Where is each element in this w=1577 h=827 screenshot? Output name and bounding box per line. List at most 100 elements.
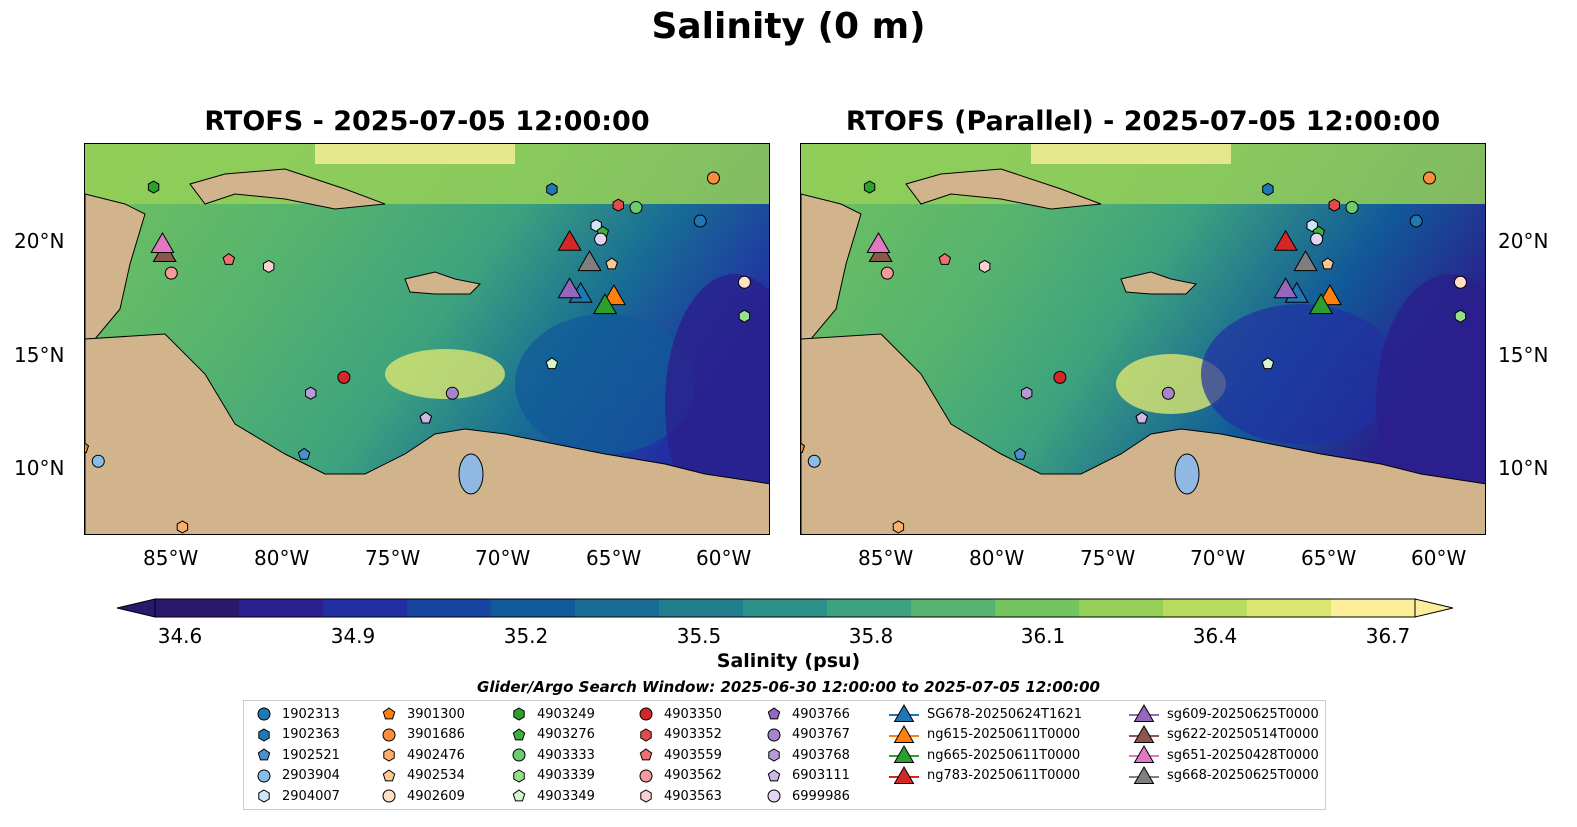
low-salinity-east [665,274,769,534]
legend-item: 4903562 [636,766,722,786]
colorbar-segment [911,599,996,617]
glider-sg609-20250625T0000-marker [557,277,582,299]
lat-tick-label: 10°N [14,456,65,480]
float-1902521-marker [297,447,311,460]
legend-item-label: 4903339 [537,768,595,783]
legend-4903559-swatch [639,748,653,761]
legend-sg668-20250625T0000-swatch [1129,765,1159,784]
legend-3901300-swatch [382,707,396,720]
float-4903333-marker [629,200,643,214]
colorbar-tick-label: 35.5 [676,624,722,648]
legend-4903349-swatch [512,789,526,802]
colorbar-segment [323,599,408,617]
legend-item-label: sg609-20250625T0000 [1167,706,1319,722]
float-4903350-marker [1053,370,1067,384]
land-cuba [189,168,386,210]
colorbar-segment [743,599,828,617]
legend-item-label: 4903767 [792,727,850,742]
legend-item-label: 4903276 [537,727,595,742]
float-4902609-marker [737,275,751,289]
legend-item-label: ng665-20250611T0000 [927,747,1081,763]
float-4903559-marker [938,252,952,265]
legend-item: 4903249 [509,704,595,724]
legend-item-label: 1902313 [282,706,340,722]
glider-ng783-20250611T0000-marker [557,229,582,251]
legend-item: 3901686 [379,725,465,745]
float-4903562-marker [164,266,178,280]
colorbar-segment [1079,599,1164,617]
lon-tick-label: 65°W [586,546,642,570]
salinity-field-bahamas [1031,144,1231,164]
legend-item: SG678-20250624T1621 [889,704,1082,724]
legend-item: sg622-20250514T0000 [1129,724,1319,745]
legend-item: sg651-20250428T0000 [1129,745,1319,765]
legend-4903767-swatch [767,728,781,741]
colorbar [116,598,1454,618]
legend-item-label: 1902521 [282,747,340,763]
colorbar-segment [995,599,1080,617]
legend-4903333-swatch [512,748,526,762]
legend-item: 4903559 [636,745,722,765]
glider-ng665-20250611T0000-marker [1308,293,1334,315]
legend-item-label: 4903766 [792,706,850,722]
colorbar-segment [1331,599,1416,617]
legend-item: 2904007 [254,786,340,806]
legend-4903563-swatch [640,789,652,803]
colorbar-extend-high [1414,598,1454,618]
lon-tick-label: 65°W [1301,546,1357,570]
float-1902313-marker [693,214,707,228]
legend-2904007-swatch [258,789,270,803]
legend-sg622-20250514T0000-swatch [1129,724,1159,743]
legend-item: sg609-20250625T0000 [1129,704,1319,724]
legend-4903339-swatch [513,768,525,783]
legend-4903249-swatch [513,707,525,721]
float-4903563-marker [979,259,991,273]
legend-4902609-swatch [382,789,396,803]
float-3901300-marker [801,442,806,453]
lat-tick-label: 15°N [1498,343,1549,367]
low-salinity-eddy [515,314,695,454]
legend-item-label: 4903563 [664,788,722,804]
colorbar-segment [659,599,744,617]
legend-item: 4903350 [636,704,722,724]
legend-item: 4902476 [379,745,465,765]
legend-4903768-swatch [768,748,780,762]
float-4903767-marker [445,386,459,400]
legend-1902313-swatch [257,707,271,721]
lon-tick-label: 80°W [969,546,1025,570]
colorbar-segment [827,599,912,617]
legend-2903904-swatch [257,769,271,782]
legend-item-label: 4902476 [407,747,465,763]
legend-item-label: ng615-20250611T0000 [927,727,1081,742]
legend-item: 6903111 [764,766,850,786]
legend-item-label: 3901300 [407,706,465,722]
legend-item: 4902609 [379,786,465,806]
legend-item: 4903349 [509,786,595,806]
float-6903111-marker [1135,411,1149,424]
legend-4903562-swatch [639,769,653,782]
legend-item-label: 4903249 [537,706,595,722]
legend-4903350-swatch [639,707,653,721]
float-1902313-marker [1409,214,1423,228]
float-1902363-marker [546,182,558,196]
low-salinity-eddy [1201,304,1401,444]
legend-item: 4903767 [764,725,850,745]
legend-item-label: 4903350 [664,706,722,722]
legend-item: 4903766 [764,704,850,724]
float-2903904-marker [807,454,821,468]
legend-item-label: 4903559 [664,747,722,763]
legend-4902476-swatch [383,748,395,762]
colorbar-segment [155,599,240,617]
legend-item: 2903904 [254,766,340,786]
lon-tick-label: 85°W [858,546,914,570]
legend-ng783-20250611T0000-swatch [889,765,919,784]
colorbar-frame [154,598,1416,618]
legend-ng615-20250611T0000-swatch [889,724,919,743]
float-6999986-marker [594,232,608,246]
lon-tick-label: 60°W [696,546,752,570]
legend-item: 1902313 [254,704,340,724]
legend-6999986-swatch [767,789,781,803]
legend-4903766-swatch [767,707,781,720]
legend-item-label: 2904007 [282,788,340,804]
salinity-plume [385,349,505,399]
